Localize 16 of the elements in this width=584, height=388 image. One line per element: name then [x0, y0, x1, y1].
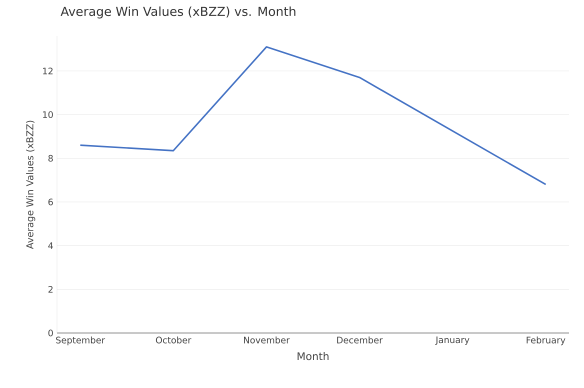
- x-tick-label: September: [56, 336, 106, 346]
- x-tick-label: November: [244, 336, 290, 344]
- x-tick-label: October: [156, 336, 192, 344]
- y-tick-label: 0: [48, 330, 53, 336]
- x-tick-label: January: [435, 336, 470, 345]
- y-tick-label: 4: [48, 242, 53, 249]
- chart-title: Average Win Values (xBZZ) vs. Month: [60, 6, 296, 18]
- x-tick-label: December: [337, 336, 383, 344]
- y-tick-label: 10: [43, 111, 53, 118]
- y-tick-label: 2: [48, 286, 53, 293]
- x-tick-label: February: [526, 336, 566, 346]
- x-axis-title: Month: [298, 352, 329, 360]
- y-tick-label: 6: [48, 198, 53, 206]
- y-tick-label: 12: [43, 68, 53, 74]
- y-tick-label: 8: [48, 154, 53, 162]
- y-axis-title: Average Win Values (xBZZ): [26, 120, 36, 249]
